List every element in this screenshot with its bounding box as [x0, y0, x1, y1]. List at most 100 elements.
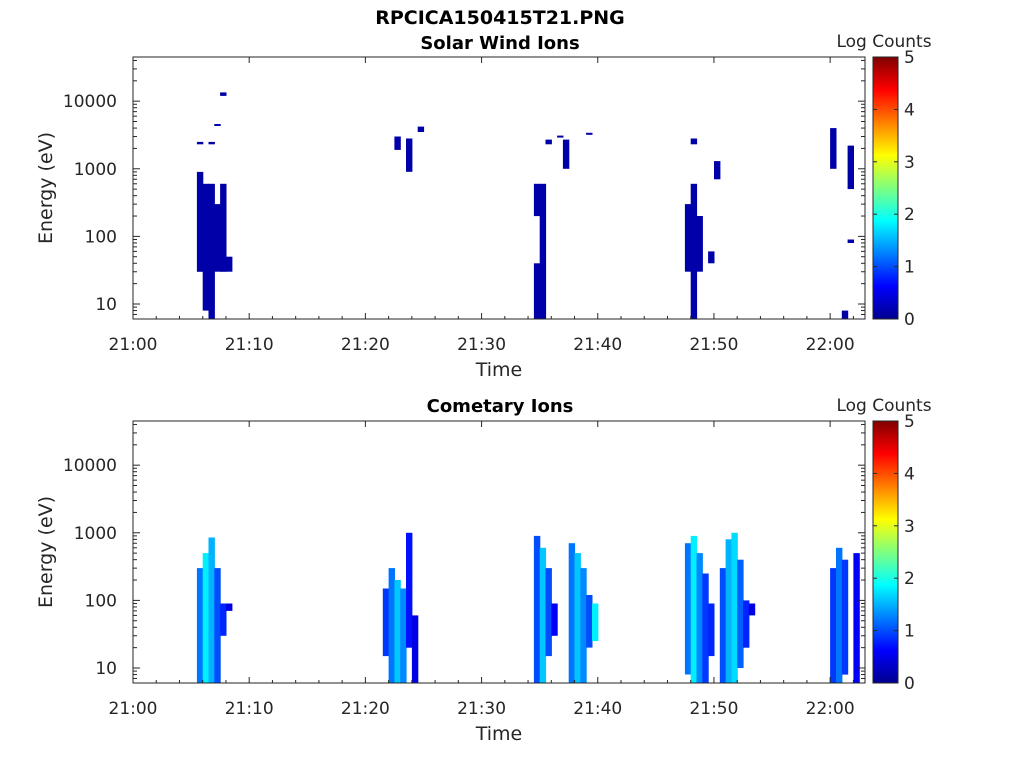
spectrogram-cell — [382, 588, 390, 657]
spectrogram-cell — [406, 138, 413, 172]
colorbar-tick-label: 1 — [904, 622, 915, 642]
spectrogram-cell — [841, 559, 849, 675]
spectrogram-cell — [220, 92, 227, 96]
y-tick-label: 10000 — [63, 92, 117, 112]
colorbar-tick-label: 3 — [904, 517, 915, 537]
spectrogram-cell — [226, 603, 233, 611]
spectrogram-cell — [568, 543, 576, 683]
spectrogram-cell — [417, 126, 425, 132]
spectrogram-cell — [690, 183, 698, 319]
spectrogram-cell — [841, 310, 849, 319]
x-axis-label: Time — [475, 723, 523, 745]
spectrogram-cell — [714, 161, 721, 180]
colorbar-tick-label: 1 — [904, 258, 915, 278]
spectrogram-cell — [580, 568, 587, 683]
spectrogram-cell — [551, 603, 558, 636]
spectrogram-cell — [586, 132, 593, 135]
spectrogram-cell — [208, 537, 215, 683]
spectrogram-cell — [748, 603, 756, 616]
plot-frame — [132, 56, 866, 320]
x-tick-label: 21:10 — [225, 335, 274, 355]
spectrogram-cell — [743, 600, 750, 648]
spectrogram-cell — [708, 251, 715, 264]
x-tick-label: 21:10 — [225, 699, 274, 719]
colorbar-tick-label: 0 — [904, 310, 915, 330]
spectrogram-cell — [586, 595, 593, 648]
spectrogram-cell — [557, 135, 564, 138]
spectrogram-cell — [836, 547, 843, 683]
colorbar-tick-label: 2 — [904, 569, 915, 589]
x-tick-label: 21:50 — [689, 699, 738, 719]
spectrogram-cell — [690, 535, 698, 683]
spectrogram-cell — [196, 171, 204, 272]
spectrogram-cell — [539, 547, 547, 683]
x-axis-label: Time — [475, 359, 523, 381]
spectrogram-cell — [690, 138, 698, 145]
spectrogram-cell — [226, 256, 233, 272]
spectrogram-cell — [411, 615, 419, 683]
colorbar-tick-label: 5 — [904, 412, 915, 432]
spectrogram-cell — [830, 568, 837, 683]
spectrogram-cell — [725, 539, 732, 683]
colorbar-tick-label: 4 — [904, 464, 915, 484]
spectrogram-cell — [545, 139, 552, 145]
x-tick-label: 21:40 — [573, 699, 622, 719]
y-tick-label: 10 — [95, 295, 117, 315]
spectrogram-cell — [214, 124, 221, 126]
spectrogram-cell — [208, 183, 215, 319]
y-tick-label: 1000 — [74, 524, 117, 544]
y-axis: 10 100 1000 10000 — [63, 59, 865, 320]
cometary-panel: Cometary Ions 21:00 21:10 21:20 21:30 21:40 2… — [35, 396, 932, 745]
spectrogram-cell — [400, 588, 407, 683]
spectrogram-cell — [737, 559, 744, 668]
spectrogram-cell — [539, 183, 547, 319]
spectrogram-cell — [708, 603, 715, 657]
x-tick-label: 21:00 — [109, 335, 158, 355]
spectrogram-cell — [214, 568, 221, 683]
spectrogram-cell — [702, 573, 709, 683]
spectrogram-cell — [208, 141, 215, 145]
y-axis-label: Energy (eV) — [35, 132, 57, 244]
spectrogram-cell — [592, 603, 599, 642]
y-tick-label: 100 — [85, 591, 117, 611]
panel-title-cometary: Cometary Ions — [427, 396, 574, 417]
colorbar-frame — [872, 56, 899, 320]
y-tick-label: 10000 — [63, 456, 117, 476]
spectrogram-cell — [847, 239, 854, 243]
y-axis: 10 100 1000 10000 — [63, 423, 865, 684]
plot-frame — [132, 420, 866, 684]
spectrogram-cell — [533, 183, 541, 217]
spectrogram-cell — [220, 183, 227, 272]
x-tick-label: 22:00 — [806, 335, 855, 355]
spectrogram-cell — [533, 535, 541, 683]
spectrogram-cell — [196, 568, 204, 683]
x-tick-label: 21:40 — [573, 335, 622, 355]
spectrogram-cell — [696, 553, 703, 683]
spectrogram-cell — [545, 568, 552, 657]
x-tick-label: 21:30 — [457, 335, 506, 355]
spectrogram-cell — [574, 553, 581, 683]
y-tick-label: 10 — [95, 659, 117, 679]
spectrogram-cell — [533, 263, 541, 319]
spectrogram-cell — [696, 216, 703, 272]
figure-title: RPCICA150415T21.PNG — [375, 7, 625, 29]
spectrogram-cell — [684, 543, 692, 675]
solar-wind-panel: Solar Wind Ions 21:00 21:10 21:20 21:30 21:4… — [35, 32, 932, 381]
panel-title-solar-wind: Solar Wind Ions — [420, 33, 579, 54]
x-tick-label: 21:20 — [341, 699, 390, 719]
spectrogram-cell — [220, 603, 227, 636]
colorbar-label: Log Counts — [836, 396, 931, 416]
spectrogram-cell — [684, 204, 692, 272]
solar-wind-spectrogram — [196, 92, 854, 319]
spectrogram-cell — [394, 580, 401, 683]
colorbar-ticks: 0 1 2 3 4 5 — [873, 412, 915, 694]
y-tick-label: 1000 — [74, 160, 117, 180]
y-axis-label: Energy (eV) — [35, 496, 57, 608]
spectrogram-cell — [406, 532, 413, 648]
x-tick-label: 21:20 — [341, 335, 390, 355]
spectrogram-cell — [214, 204, 221, 272]
x-tick-label: 22:00 — [806, 699, 855, 719]
x-tick-label: 21:30 — [457, 699, 506, 719]
colorbar-tick-label: 5 — [904, 48, 915, 68]
